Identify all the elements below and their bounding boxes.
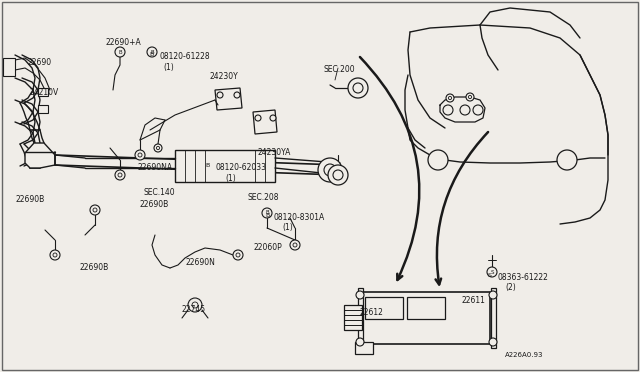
- Bar: [355, 342, 373, 354]
- Circle shape: [449, 96, 452, 100]
- Text: (2): (2): [505, 283, 516, 292]
- Bar: [407, 297, 445, 319]
- Circle shape: [473, 105, 483, 115]
- Polygon shape: [25, 143, 55, 168]
- Circle shape: [489, 291, 497, 299]
- Circle shape: [156, 147, 159, 150]
- Text: B: B: [150, 52, 154, 57]
- Text: 22690B: 22690B: [80, 263, 109, 272]
- Circle shape: [489, 338, 497, 346]
- Text: 08120-61228: 08120-61228: [160, 52, 211, 61]
- Text: SEC.208: SEC.208: [248, 193, 280, 202]
- Circle shape: [50, 250, 60, 260]
- Bar: [358, 288, 363, 348]
- Circle shape: [324, 164, 336, 176]
- Text: 24230YA: 24230YA: [258, 148, 291, 157]
- Bar: [360, 292, 490, 344]
- Text: SEC.140: SEC.140: [143, 188, 175, 197]
- Text: 08120-62033: 08120-62033: [215, 163, 266, 172]
- Text: 22060P: 22060P: [253, 243, 282, 252]
- Text: 22690B: 22690B: [15, 195, 44, 204]
- Circle shape: [115, 47, 125, 57]
- Circle shape: [217, 92, 223, 98]
- Text: 22690NA: 22690NA: [138, 163, 173, 172]
- Bar: [38, 105, 48, 113]
- Text: B: B: [265, 213, 269, 218]
- Text: (1): (1): [225, 174, 236, 183]
- Bar: [38, 88, 48, 96]
- Circle shape: [262, 208, 272, 218]
- Text: S: S: [488, 273, 492, 278]
- Bar: [491, 288, 496, 348]
- Circle shape: [135, 150, 145, 160]
- Circle shape: [356, 291, 364, 299]
- Circle shape: [328, 165, 348, 185]
- Text: 24210V: 24210V: [30, 88, 60, 97]
- Polygon shape: [215, 88, 242, 110]
- Circle shape: [348, 78, 368, 98]
- Text: 22611: 22611: [462, 296, 486, 305]
- Text: 08120-8301A: 08120-8301A: [274, 213, 325, 222]
- Text: (1): (1): [282, 223, 292, 232]
- Circle shape: [154, 144, 162, 152]
- Circle shape: [188, 298, 202, 312]
- Circle shape: [443, 105, 453, 115]
- Circle shape: [233, 250, 243, 260]
- Circle shape: [487, 267, 497, 277]
- Bar: [175, 150, 275, 182]
- Circle shape: [236, 253, 240, 257]
- Text: 22690N: 22690N: [185, 258, 215, 267]
- Circle shape: [446, 94, 454, 102]
- Text: S: S: [490, 269, 493, 275]
- Circle shape: [290, 240, 300, 250]
- Circle shape: [293, 243, 297, 247]
- Circle shape: [234, 92, 240, 98]
- Text: B: B: [265, 211, 269, 215]
- Circle shape: [255, 115, 261, 121]
- Text: SEC.200: SEC.200: [323, 65, 355, 74]
- Circle shape: [192, 302, 198, 308]
- Circle shape: [138, 153, 142, 157]
- Circle shape: [93, 208, 97, 212]
- Bar: [3, 58, 15, 76]
- Polygon shape: [253, 110, 277, 134]
- Text: 22690B: 22690B: [140, 200, 169, 209]
- Circle shape: [466, 93, 474, 101]
- Bar: [365, 297, 403, 319]
- Bar: [344, 305, 362, 330]
- Circle shape: [115, 170, 125, 180]
- Text: 24230Y: 24230Y: [210, 72, 239, 81]
- Circle shape: [333, 170, 343, 180]
- Circle shape: [90, 205, 100, 215]
- Circle shape: [428, 150, 448, 170]
- Circle shape: [53, 253, 57, 257]
- Circle shape: [557, 150, 577, 170]
- Text: B: B: [118, 49, 122, 55]
- Circle shape: [147, 47, 157, 57]
- Circle shape: [356, 338, 364, 346]
- Text: 22745: 22745: [182, 305, 206, 314]
- Circle shape: [318, 158, 342, 182]
- Text: B: B: [150, 49, 154, 55]
- Text: 22690+A: 22690+A: [105, 38, 141, 47]
- Text: 22690: 22690: [28, 58, 52, 67]
- Circle shape: [468, 95, 472, 99]
- Circle shape: [118, 173, 122, 177]
- Text: 22612: 22612: [360, 308, 384, 317]
- Text: (1): (1): [163, 63, 173, 72]
- Text: A226A0.93: A226A0.93: [505, 352, 543, 358]
- Circle shape: [460, 105, 470, 115]
- Circle shape: [270, 115, 276, 121]
- Text: B: B: [206, 163, 210, 168]
- Circle shape: [353, 83, 363, 93]
- Text: 08363-61222: 08363-61222: [497, 273, 548, 282]
